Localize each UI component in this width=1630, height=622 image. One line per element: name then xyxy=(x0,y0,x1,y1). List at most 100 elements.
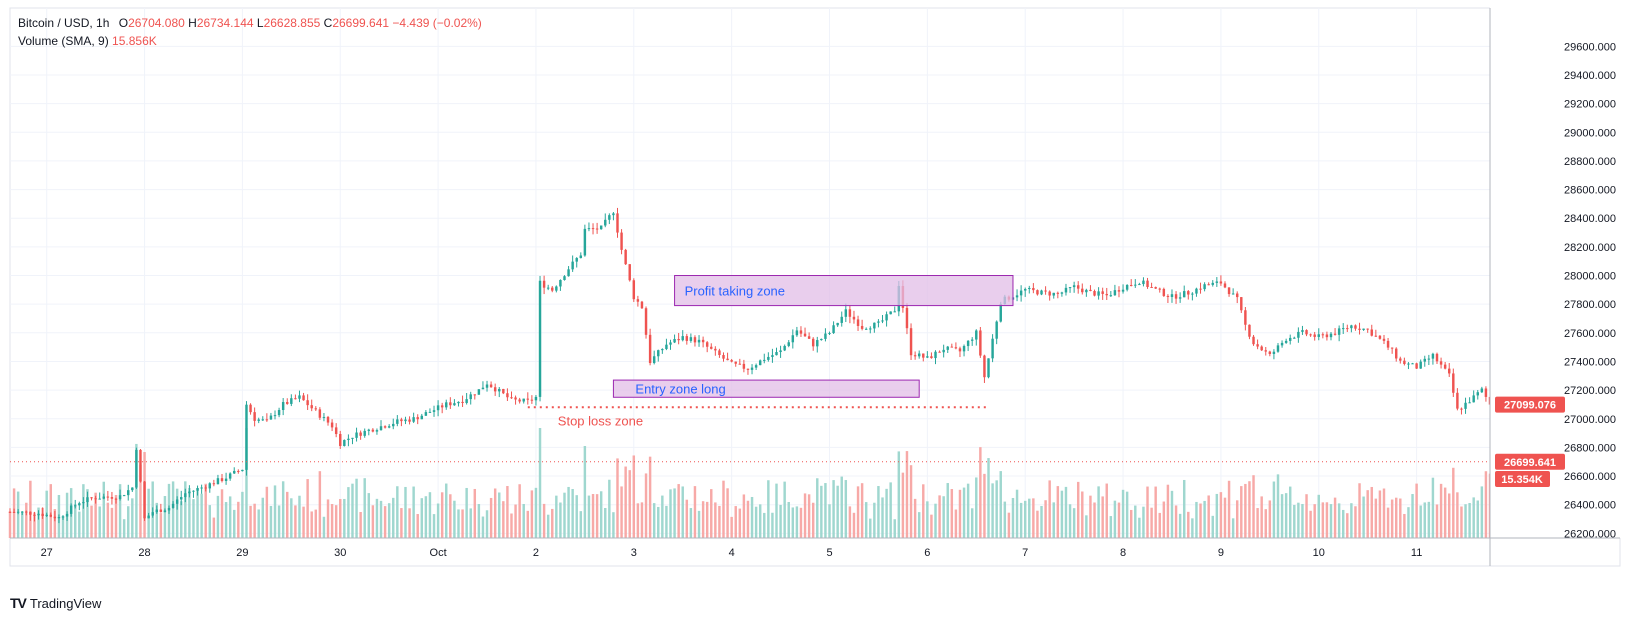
volume-bar xyxy=(1305,494,1308,538)
candle-body xyxy=(864,328,868,330)
volume-bar xyxy=(16,491,20,538)
volume-bar xyxy=(893,519,896,538)
candle-body xyxy=(1309,334,1312,336)
candle-body xyxy=(212,483,216,485)
volume-bar xyxy=(677,484,680,538)
volume-bar xyxy=(375,498,379,538)
volume-bar xyxy=(844,480,848,538)
volume-bar xyxy=(208,505,212,538)
volume-bar xyxy=(746,500,750,538)
volume-bar xyxy=(795,506,799,538)
volume-bar xyxy=(269,505,273,538)
volume-bar xyxy=(1199,503,1202,538)
volume-bar xyxy=(110,507,114,538)
volume-bar xyxy=(188,487,191,538)
candle-body xyxy=(1439,361,1443,365)
volume-bar xyxy=(1068,504,1072,538)
candle-body xyxy=(1407,363,1410,365)
candle-body xyxy=(1443,364,1447,369)
candle-body xyxy=(1337,328,1341,335)
candle-body xyxy=(612,213,615,216)
candle-body xyxy=(567,269,570,277)
candle-body xyxy=(506,393,509,398)
volume-bar xyxy=(938,495,941,538)
volume-label-box xyxy=(1495,471,1550,487)
candle-body xyxy=(1162,288,1166,296)
volume-bar xyxy=(979,447,982,538)
chart-axes: 29600.000 29400.000 29200.000 29000.000 2880… xyxy=(10,0,1630,566)
candle-body xyxy=(1435,353,1439,362)
volume-bar xyxy=(41,507,44,538)
candle-body xyxy=(620,232,623,250)
tradingview-brand[interactable]: TV TradingView xyxy=(10,595,101,611)
volume-bar xyxy=(175,488,179,538)
volume-indicator-title[interactable]: Volume (SMA, 9) xyxy=(18,34,109,48)
volume-bar xyxy=(726,488,729,538)
volume-bar xyxy=(1007,512,1011,538)
volume-bar xyxy=(25,502,28,538)
profit-taking-zone[interactable] xyxy=(674,275,1014,307)
volume-bar xyxy=(1403,513,1406,538)
candle-body xyxy=(253,412,256,421)
candle-body xyxy=(424,412,428,416)
volume-bar xyxy=(718,505,721,538)
candle-body xyxy=(1456,392,1459,409)
volume-bar xyxy=(387,503,391,538)
candle-body xyxy=(257,419,260,421)
volume-bar xyxy=(604,507,607,538)
candle-body xyxy=(1015,295,1019,298)
candle-body xyxy=(465,399,468,403)
volume-bar xyxy=(212,517,216,538)
volume-bar xyxy=(530,490,534,538)
volume-bar xyxy=(1032,498,1035,538)
volume-bar xyxy=(730,516,733,538)
volume-bar xyxy=(155,502,158,538)
candle-body xyxy=(1138,284,1141,286)
volume-bar xyxy=(86,489,89,538)
volume-bar xyxy=(61,516,65,538)
volume-bar xyxy=(1297,502,1300,538)
candle-body xyxy=(420,415,424,420)
candle-body xyxy=(306,400,309,406)
volume-bar xyxy=(245,428,248,538)
volume-bar xyxy=(1105,483,1108,538)
symbol-title[interactable]: Bitcoin / USD, 1h xyxy=(18,16,110,30)
candle-body xyxy=(498,388,501,392)
volume-bar xyxy=(326,499,330,538)
volume-bar xyxy=(644,473,648,538)
volume-bar xyxy=(1427,501,1431,538)
volume-bar xyxy=(1223,497,1227,538)
volume-bar xyxy=(94,492,97,538)
volume-bar xyxy=(652,503,656,538)
volume-bar xyxy=(465,487,468,538)
volume-bar xyxy=(1231,518,1235,538)
entry-zone-long[interactable] xyxy=(612,379,920,398)
candle-body xyxy=(710,346,713,349)
volume-bars xyxy=(8,428,1492,538)
volume-bar xyxy=(693,486,697,538)
price-axis-bg[interactable] xyxy=(1490,0,1630,538)
volume-bar xyxy=(1227,480,1231,538)
candle-body xyxy=(265,419,269,421)
volume-bar xyxy=(1134,505,1137,538)
volume-bar xyxy=(78,511,81,538)
candle-body xyxy=(155,509,158,513)
volume-bar xyxy=(877,486,880,538)
candle-body xyxy=(302,395,305,401)
candle-body xyxy=(485,384,489,388)
candle-body xyxy=(1317,334,1320,337)
volume-bar xyxy=(1456,492,1459,538)
volume-bar xyxy=(1431,477,1435,538)
volume-bar xyxy=(1235,500,1239,538)
volume-bar xyxy=(714,502,717,538)
candle-body xyxy=(1468,402,1471,404)
volume-bar xyxy=(763,512,766,538)
candle-body xyxy=(290,398,293,404)
candle-body xyxy=(347,438,350,441)
candle-body xyxy=(1187,291,1190,295)
y-tick-label: 26800.000 xyxy=(1564,442,1616,454)
candle-body xyxy=(1423,358,1426,362)
volume-bar xyxy=(897,451,901,538)
x-tick-label: Oct xyxy=(430,547,447,559)
